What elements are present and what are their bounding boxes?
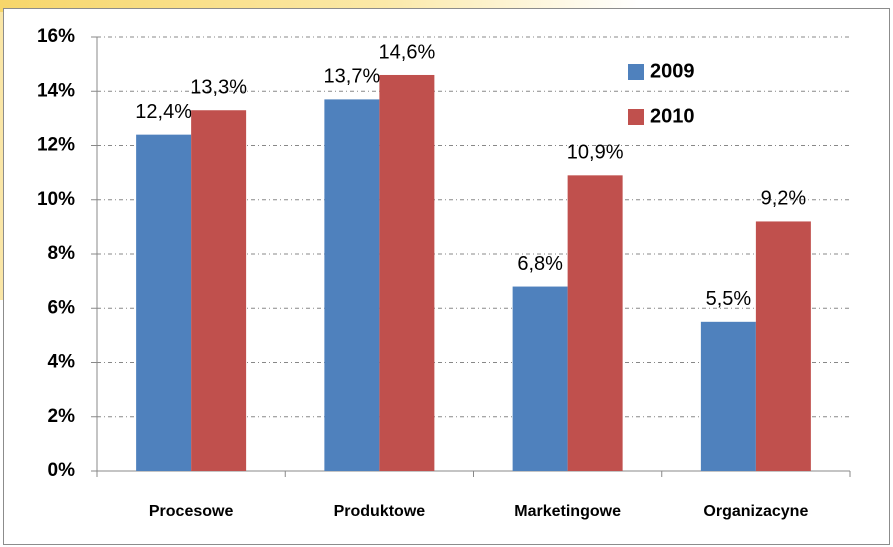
bar — [755, 221, 811, 471]
value-label: 13,3% — [190, 77, 247, 99]
value-label: 13,7% — [324, 66, 381, 88]
bar — [379, 74, 435, 471]
y-tick-label: 2% — [48, 406, 76, 427]
bar — [324, 99, 380, 471]
bar — [136, 134, 192, 471]
y-tick-label: 0% — [48, 460, 76, 481]
bar — [567, 175, 623, 471]
y-tick-label: 16% — [37, 26, 75, 47]
legend-swatch — [628, 64, 644, 80]
value-label: 6,8% — [517, 253, 563, 275]
value-label: 9,2% — [761, 188, 807, 210]
legend-label: 2010 — [650, 105, 695, 127]
bar — [700, 321, 756, 471]
x-tick-label: Marketingowe — [514, 503, 621, 520]
y-tick-label: 8% — [48, 243, 76, 264]
x-tick-label: Procesowe — [149, 503, 234, 520]
y-tick-label: 12% — [37, 135, 75, 156]
y-tick-label: 4% — [48, 352, 76, 373]
value-label: 10,9% — [567, 142, 624, 164]
x-tick-label: Organizacyne — [703, 503, 808, 520]
value-label: 12,4% — [135, 101, 192, 123]
y-tick-label: 10% — [37, 189, 75, 210]
y-tick-label: 6% — [48, 297, 76, 318]
value-label: 14,6% — [379, 41, 436, 63]
bar — [512, 286, 568, 471]
legend-swatch — [628, 109, 644, 125]
legend-label: 2009 — [650, 60, 695, 82]
y-tick-label: 14% — [37, 80, 75, 101]
x-tick-label: Produktowe — [334, 503, 426, 520]
bar — [191, 110, 247, 472]
value-label: 5,5% — [706, 288, 752, 310]
